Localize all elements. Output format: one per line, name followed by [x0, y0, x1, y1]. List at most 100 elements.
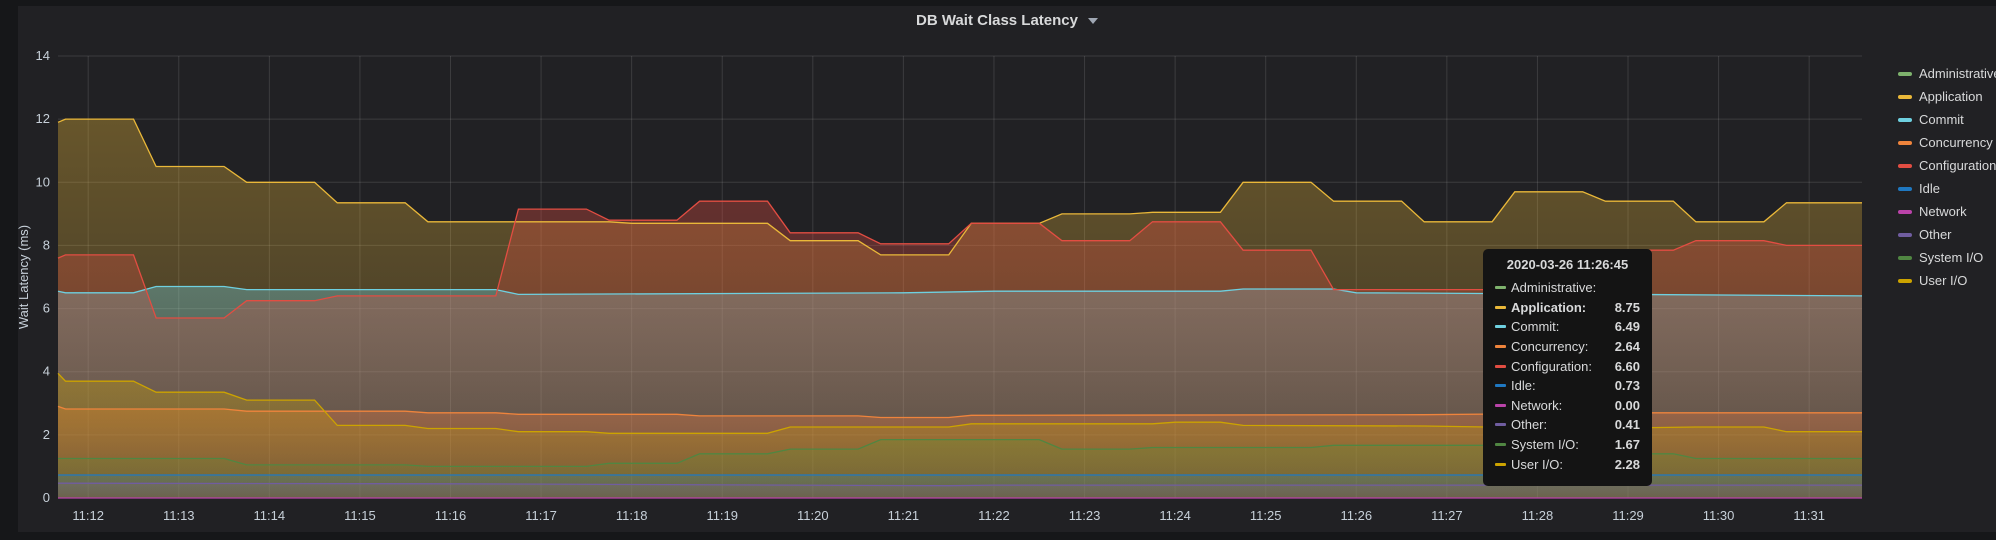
- tooltip-row: Commit: 6.49: [1495, 317, 1640, 337]
- legend-swatch-icon: [1898, 278, 1912, 283]
- tooltip-swatch-icon: [1495, 305, 1506, 309]
- tooltip-swatch-icon: [1495, 423, 1506, 427]
- tooltip-swatch-icon: [1495, 325, 1506, 329]
- chevron-down-icon[interactable]: [1088, 18, 1098, 25]
- tooltip-series-value: 0.73: [1614, 378, 1640, 394]
- x-tick-label: 11:21: [888, 508, 920, 523]
- legend-label: Idle: [1919, 181, 1940, 196]
- chart-canvas[interactable]: 0 2 4 6 8 10 12 14 11:12 11:13 11:14 11:15 11:16 11:1…: [18, 6, 1996, 532]
- y-axis-label: Wait Latency (ms): [18, 225, 31, 329]
- legend-label: Concurrency: [1919, 135, 1993, 150]
- tooltip-swatch-icon: [1495, 364, 1506, 368]
- tooltip-time: 2020-03-26 11:26:45: [1506, 257, 1629, 272]
- x-tick-label: 11:15: [344, 508, 376, 523]
- legend-label: System I/O: [1919, 250, 1984, 265]
- tooltip-swatch-icon: [1495, 384, 1506, 388]
- legend-item[interactable]: Application: [1898, 85, 1996, 108]
- x-tick-label: 11:12: [72, 508, 104, 523]
- tooltip-series-value: 6.49: [1614, 319, 1640, 335]
- tooltip-series-value: 0.00: [1614, 397, 1640, 413]
- x-tick-label: 11:26: [1340, 508, 1372, 523]
- legend-label: Commit: [1919, 112, 1964, 127]
- legend-swatch-icon: [1898, 186, 1912, 191]
- x-tick-label: 11:13: [163, 508, 195, 523]
- x-tick-label: 11:28: [1522, 508, 1554, 523]
- x-tick-label: 11:18: [616, 508, 648, 523]
- legend-swatch-icon: [1898, 117, 1912, 122]
- hover-tooltip: 2020-03-26 11:26:45 Administrative: Appli…: [1483, 249, 1652, 486]
- tooltip-row: Administrative:: [1495, 278, 1640, 298]
- tooltip-row: Other: 0.41: [1495, 415, 1640, 435]
- legend-swatch-icon: [1898, 163, 1912, 168]
- tooltip-swatch-icon: [1495, 286, 1506, 290]
- panel-title[interactable]: DB Wait Class Latency: [18, 12, 1996, 29]
- tooltip-series-name: Administrative:: [1511, 280, 1597, 296]
- y-tick-label: 0: [43, 490, 50, 505]
- tooltip-row: User I/O: 2.28: [1495, 454, 1640, 474]
- graph-panel: 0 2 4 6 8 10 12 14 11:12 11:13 11:14 11:15 11:16 11:1…: [18, 6, 1996, 532]
- tooltip-series-name: Configuration:: [1511, 358, 1592, 374]
- legend-item[interactable]: Idle: [1898, 177, 1996, 200]
- x-tick-label: 11:30: [1703, 508, 1735, 523]
- tooltip-series-value: 1.67: [1614, 437, 1640, 453]
- tooltip-series-name: System I/O:: [1511, 437, 1579, 453]
- tooltip-series-value: 0.41: [1614, 417, 1640, 433]
- legend-label: Configuration: [1919, 158, 1996, 173]
- tooltip-swatch-icon: [1495, 443, 1506, 447]
- y-tick-label: 2: [43, 427, 50, 442]
- legend-item[interactable]: Configuration: [1898, 154, 1996, 177]
- legend-label: Other: [1919, 227, 1952, 242]
- x-tick-label: 11:29: [1612, 508, 1644, 523]
- tooltip-series-name: User I/O:: [1511, 456, 1564, 472]
- x-tick-label: 11:17: [525, 508, 557, 523]
- legend-item[interactable]: System I/O: [1898, 246, 1996, 269]
- legend-label: Network: [1919, 204, 1967, 219]
- x-tick-label: 11:25: [1250, 508, 1282, 523]
- legend-swatch-icon: [1898, 94, 1912, 99]
- legend-label: Administrative: [1919, 66, 1996, 81]
- series-line-commit: [57, 285, 1863, 297]
- legend-item[interactable]: User I/O: [1898, 269, 1996, 292]
- legend-swatch-icon: [1898, 209, 1912, 214]
- tooltip-series-value: 2.28: [1614, 456, 1640, 472]
- legend: Administrative Application Commit Concurren…: [1898, 62, 1996, 292]
- x-tick-label: 11:16: [435, 508, 467, 523]
- legend-swatch-icon: [1898, 255, 1912, 260]
- x-tick-label: 11:27: [1431, 508, 1463, 523]
- tooltip-series-name: Idle:: [1511, 378, 1536, 394]
- y-tick-label: 8: [43, 237, 50, 252]
- y-tick-label: 12: [36, 111, 50, 126]
- tooltip-series-name: Network:: [1511, 397, 1563, 413]
- panel-title-text: DB Wait Class Latency: [916, 12, 1078, 29]
- legend-label: Application: [1919, 89, 1983, 104]
- legend-item[interactable]: Concurrency: [1898, 131, 1996, 154]
- legend-item[interactable]: Network: [1898, 200, 1996, 223]
- x-tick-label: 11:14: [254, 508, 286, 523]
- x-tick-label: 11:19: [706, 508, 738, 523]
- tooltip-series-name: Other:: [1511, 417, 1548, 433]
- tooltip-swatch-icon: [1495, 345, 1506, 349]
- legend-swatch-icon: [1898, 71, 1912, 76]
- legend-item[interactable]: Administrative: [1898, 62, 1996, 85]
- tooltip-series-name: Concurrency:: [1511, 339, 1589, 355]
- y-tick-label: 4: [43, 364, 50, 379]
- x-tick-label: 11:23: [1069, 508, 1101, 523]
- tooltip-swatch-icon: [1495, 403, 1506, 407]
- tooltip-row: Network: 0.00: [1495, 396, 1640, 416]
- x-tick-label: 11:20: [797, 508, 829, 523]
- series-line-concurrency: [57, 405, 1862, 419]
- tooltip-series-value: 2.64: [1614, 339, 1640, 355]
- tooltip-series-value: 6.60: [1614, 358, 1640, 374]
- series-line-other: [57, 482, 1862, 487]
- tooltip-row: System I/O: 1.67: [1495, 435, 1640, 455]
- legend-item[interactable]: Commit: [1898, 108, 1996, 131]
- x-tick-label: 11:22: [978, 508, 1010, 523]
- y-tick-label: 6: [43, 301, 50, 316]
- series-area-configuration: [58, 201, 1862, 498]
- y-tick-label: 14: [36, 48, 50, 63]
- legend-item[interactable]: Other: [1898, 223, 1996, 246]
- y-tick-label: 10: [36, 174, 50, 189]
- legend-swatch-icon: [1898, 232, 1912, 237]
- legend-swatch-icon: [1898, 140, 1912, 145]
- tooltip-series-name: Commit:: [1511, 319, 1560, 335]
